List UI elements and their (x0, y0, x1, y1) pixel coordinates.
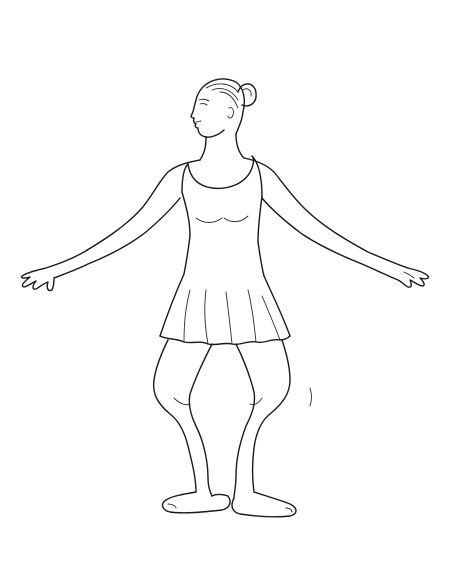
right-toes (285, 507, 293, 513)
right-arm-lower-edge (261, 197, 399, 281)
hair-bun (237, 83, 257, 107)
leotard-left-strap (181, 163, 189, 193)
neck-front (199, 136, 207, 161)
right-leg-outer (251, 339, 291, 493)
dancer-skirt (159, 273, 291, 346)
left-foot (161, 491, 231, 514)
hair-bun-strand (242, 88, 252, 97)
face-profile (190, 99, 225, 138)
left-knee (173, 397, 191, 406)
dancer-leotard (181, 155, 265, 277)
skirt-right-edge (263, 275, 291, 337)
skirt-fold-3 (225, 291, 233, 345)
neck-back (235, 133, 245, 159)
dancer-left-arm (20, 159, 201, 292)
right-arm-upper-edge (243, 157, 409, 269)
right-leg-inner (233, 343, 256, 499)
leotard-left-side (181, 191, 191, 237)
right-hand (397, 267, 430, 288)
left-arm-lower-edge (53, 197, 181, 279)
skirt-fold-1 (183, 289, 191, 343)
dancer-head (190, 78, 257, 138)
left-leg-inner (188, 343, 213, 497)
leotard-waist-left (183, 235, 191, 275)
right-hand-knuckles (403, 271, 415, 279)
eye (199, 103, 208, 106)
skirt-left-edge (159, 273, 185, 337)
hair-strand-1 (205, 83, 239, 93)
leotard-neckline (187, 155, 255, 190)
hair-strand-3 (219, 91, 239, 109)
left-arm-upper-edge (45, 159, 201, 269)
skirt-fold-4 (247, 289, 257, 343)
dancer-neck (199, 133, 245, 161)
left-toes (167, 503, 177, 509)
eyebrow (198, 98, 210, 102)
right-foot (231, 491, 297, 518)
skirt-fold-2 (204, 289, 209, 345)
leotard-right-strap (251, 155, 263, 197)
lips (195, 120, 202, 123)
dancer-left-leg (152, 339, 231, 514)
right-knee (249, 397, 263, 406)
hair-strand-2 (211, 88, 239, 101)
leotard-bust-right (223, 215, 249, 223)
leotard-waist-right (257, 241, 265, 277)
leotard-bust-left (195, 217, 223, 223)
leotard-right-side (257, 195, 263, 243)
dancer-right-arm (243, 157, 430, 288)
ear (227, 107, 234, 119)
skirt-fold-5 (261, 295, 281, 341)
left-leg-outer (152, 339, 197, 493)
skirt-hem (159, 335, 291, 346)
left-hand (20, 267, 55, 292)
head-back (235, 111, 244, 135)
dancer-right-leg (231, 339, 297, 518)
hair-outline (195, 78, 245, 113)
motion-line (309, 387, 312, 407)
